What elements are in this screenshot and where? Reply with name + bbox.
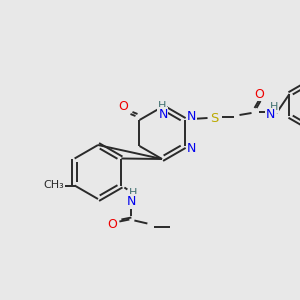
Text: S: S [210, 112, 219, 124]
Text: N: N [127, 195, 136, 208]
Text: H: H [158, 101, 166, 111]
Text: N: N [187, 142, 196, 155]
Text: N: N [158, 107, 168, 121]
Text: H: H [129, 188, 138, 199]
Text: N: N [266, 109, 275, 122]
Text: N: N [187, 110, 196, 124]
Text: O: O [107, 218, 117, 231]
Text: H: H [270, 102, 279, 112]
Text: CH₃: CH₃ [43, 181, 64, 190]
Text: O: O [255, 88, 265, 100]
Text: O: O [118, 100, 128, 113]
